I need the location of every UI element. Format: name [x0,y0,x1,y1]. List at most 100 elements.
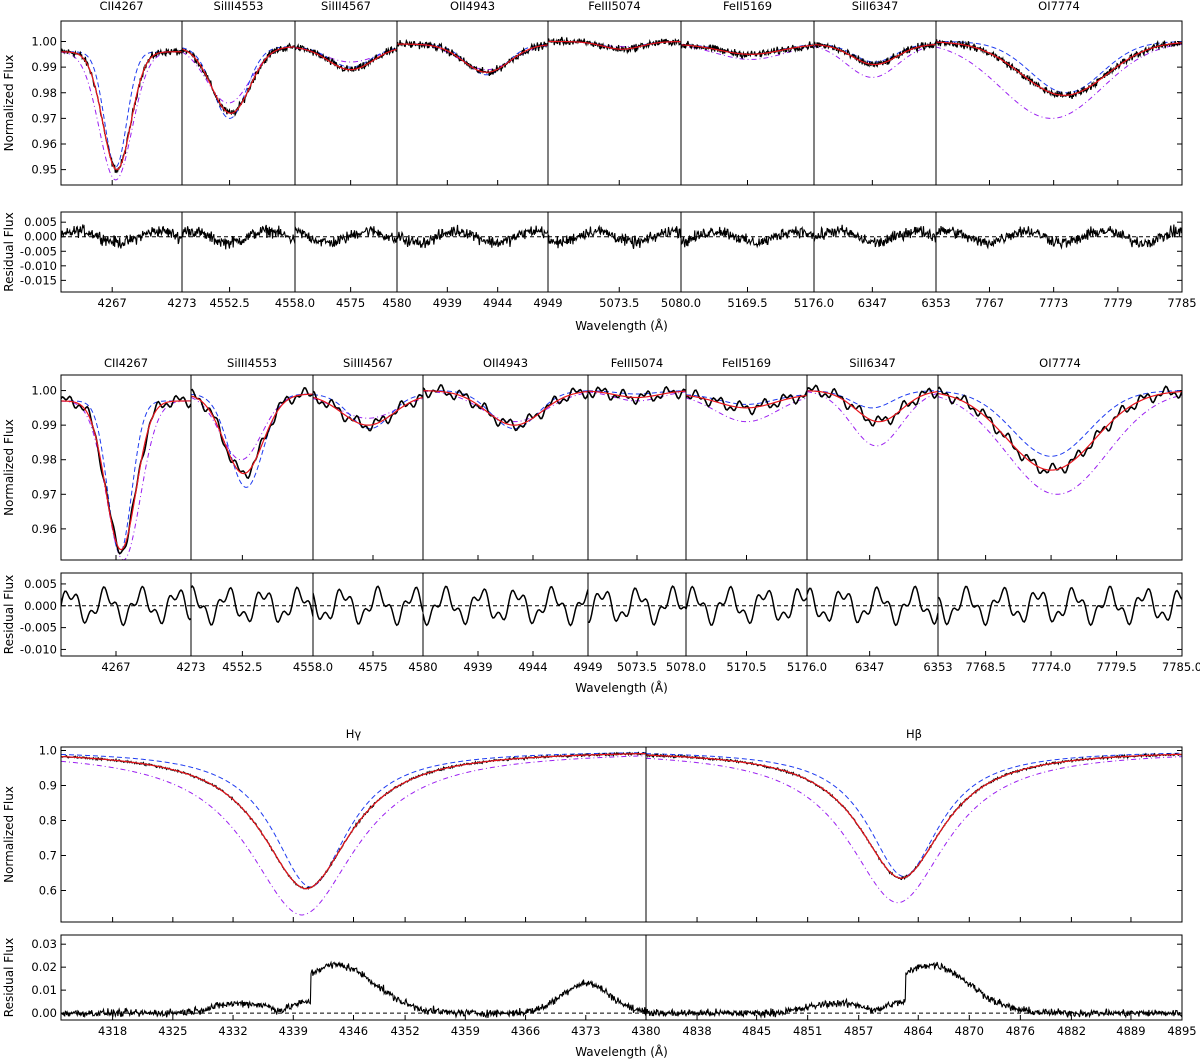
x-axis-label: Wavelength (Å) [575,1044,668,1059]
x-tick-label: 4575 [336,296,365,310]
residual-panel-frame [813,211,937,293]
x-tick-label: 4558.0 [293,660,333,674]
x-tick-label: 4575 [358,660,387,674]
y-tick-label: 0.96 [31,137,57,151]
x-axis-label: Wavelength (Å) [575,318,668,333]
residual-y-tick-label: 0.00 [31,1006,57,1020]
blue-model-curve [61,752,646,888]
x-tick-label: 4373 [571,1024,600,1038]
y-tick-label: 0.96 [31,522,57,536]
residual-panel-frame [294,211,398,293]
x-tick-label: 4325 [158,1024,187,1038]
panel-FeIII5074: FeIII5074 5073.5 5078.0 [587,356,706,674]
x-tick-label: 4558.0 [275,296,315,310]
observed-spectrum [807,384,938,427]
best-fit-curve [182,46,295,114]
blue-model-curve [61,51,182,168]
y-tick-label: 0.8 [39,814,57,828]
x-tick-label: 4889 [1116,1024,1145,1038]
x-tick-label: 4580 [382,296,411,310]
panel-OII4943: OII4943 4939 4944 4949 [396,0,563,310]
line-title: CII4267 [99,0,143,13]
x-tick-label: 4939 [463,660,492,674]
y-tick-label: 0.97 [31,111,57,125]
x-tick-label: 4339 [279,1024,308,1038]
x-tick-label: 4352 [390,1024,419,1038]
x-tick-label: 4949 [533,296,562,310]
x-tick-label: 4380 [631,1024,660,1038]
observed-spectrum [646,752,1182,881]
x-tick-label: 4552.5 [209,296,249,310]
purple-model-curve [61,51,182,181]
x-tick-label: 4552.5 [222,660,262,674]
x-tick-label: 5080.0 [661,296,701,310]
x-tick-label: 5078.0 [666,660,706,674]
row-balmer: Normalized Flux Residual Flux Wavelength (… [2,727,1197,1059]
y-tick-label: 0.6 [39,884,57,898]
flux-panel-frame [181,20,296,186]
purple-model-curve [686,397,807,423]
residual-curve [938,585,1182,627]
best-fit-curve [686,394,807,409]
residual-panel-frame [396,211,549,293]
x-tick-label: 4882 [1057,1024,1086,1038]
x-tick-label: 4944 [518,660,547,674]
residual-panel-frame [547,211,682,293]
residual-curve [61,960,646,1019]
panel-FeII5169: FeII5169 5170.5 5176.0 [685,356,827,674]
residual-y-tick-label: -0.010 [20,642,57,656]
residual-curve [423,585,588,627]
best-fit-curve [191,393,313,475]
x-tick-label: 6347 [858,296,887,310]
x-tick-label: 5176.0 [787,660,827,674]
best-fit-curve [936,41,1182,96]
line-title: OII4943 [450,0,495,13]
panel-SiII6347: SiII6347 6347 6353 [806,356,953,674]
panel-OI7774: OI7774 7767 7773 7779 7785 [935,0,1197,310]
best-fit-curve [61,51,182,171]
residual-curve [61,585,191,627]
residual-curve [182,224,295,250]
residual-y-tick-label: 0.02 [31,960,57,974]
residual-y-tick-label: -0.015 [20,273,57,287]
residual-curve [397,224,548,249]
y-axis-label: Normalized Flux [2,786,16,883]
line-title: SiIII4553 [214,0,264,13]
residual-curve [588,585,686,627]
line-title: Hβ [906,727,922,741]
purple-model-curve [646,756,1182,904]
y-tick-label: 0.97 [31,487,57,501]
x-tick-label: 4267 [98,296,127,310]
x-tick-label: 4949 [573,660,602,674]
y-axis-label: Normalized Flux [2,55,16,152]
x-tick-label: 5170.5 [726,660,766,674]
best-fit-curve [548,40,681,50]
x-tick-label: 4845 [742,1024,771,1038]
blue-model-curve [646,752,1182,877]
observed-spectrum [397,38,548,76]
x-tick-label: 7774.0 [1031,660,1071,674]
residual-axis-label: Residual Flux [2,212,16,291]
flux-panel-frame [806,374,939,561]
residual-panel-frame [181,211,296,293]
x-tick-label: 4895 [1167,1024,1196,1038]
residual-panel-frame [680,211,815,293]
observed-spectrum [936,39,1182,100]
y-tick-label: 0.99 [31,60,57,74]
residual-y-tick-label: 0.03 [31,937,57,951]
x-tick-label: 5073.5 [599,296,639,310]
x-tick-label: 4318 [98,1024,127,1038]
x-tick-label: 4870 [955,1024,984,1038]
line-title: SiIII4567 [321,0,371,13]
panel-SiIII4567: SiIII4567 4575 4580 [312,356,438,674]
residual-y-tick-label: 0.005 [24,215,57,229]
purple-model-curve [807,391,938,447]
line-title: OI7774 [1039,356,1081,370]
y-tick-label: 0.98 [31,86,57,100]
observed-spectrum [61,751,646,890]
purple-model-curve [191,393,313,461]
panel-SiIII4553: SiIII4553 4552.5 4558.0 [190,356,333,674]
purple-model-curve [936,43,1182,119]
observed-spectrum [588,385,686,406]
y-tick-label: 1.00 [31,384,57,398]
